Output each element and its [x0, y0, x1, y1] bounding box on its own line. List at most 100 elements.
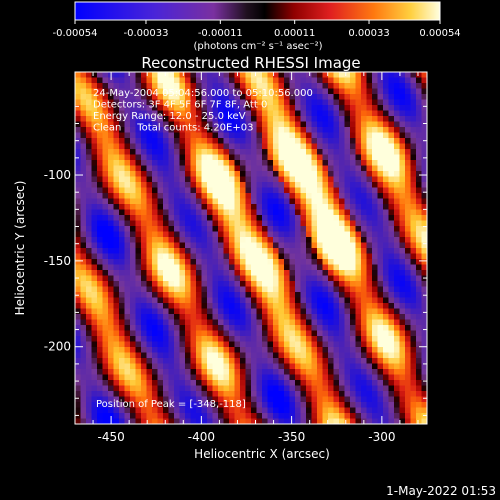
heatmap-cell: [383, 88, 390, 95]
heatmap-cell: [240, 138, 247, 145]
heatmap-cell: [130, 325, 137, 332]
heatmap-cell: [157, 407, 164, 414]
heatmap-cell: [207, 88, 214, 95]
heatmap-cell: [152, 176, 159, 183]
heatmap-cell: [388, 165, 395, 172]
heatmap-cell: [317, 325, 324, 332]
heatmap-cell: [157, 308, 164, 315]
heatmap-cell: [124, 77, 131, 84]
heatmap-cell: [416, 297, 423, 304]
heatmap-cell: [234, 402, 241, 409]
heatmap-cell: [410, 275, 417, 282]
heatmap-cell: [168, 176, 175, 183]
heatmap-cell: [339, 264, 346, 271]
heatmap-cell: [416, 402, 423, 409]
heatmap-cell: [97, 314, 104, 321]
heatmap-cell: [75, 253, 82, 260]
heatmap-cell: [251, 94, 258, 101]
heatmap-cell: [333, 259, 340, 266]
heatmap-cell: [262, 303, 269, 310]
heatmap-cell: [245, 110, 252, 117]
heatmap-cell: [421, 160, 427, 167]
heatmap-cell: [113, 154, 120, 161]
heatmap-cell: [152, 209, 159, 216]
heatmap-cell: [234, 143, 241, 150]
heatmap-cell: [179, 347, 186, 354]
heatmap-cell: [201, 94, 208, 101]
heatmap-cell: [399, 132, 406, 139]
heatmap-cell: [196, 94, 203, 101]
heatmap-cell: [75, 176, 82, 183]
heatmap-cell: [273, 281, 280, 288]
heatmap-cell: [273, 242, 280, 249]
heatmap-cell: [207, 341, 214, 348]
heatmap-cell: [361, 226, 368, 233]
heatmap-cell: [179, 88, 186, 95]
heatmap-cell: [190, 193, 197, 200]
heatmap-cell: [152, 385, 159, 392]
heatmap-cell: [410, 149, 417, 156]
heatmap-cell: [234, 281, 241, 288]
heatmap-cell: [350, 281, 357, 288]
heatmap-cell: [86, 363, 93, 370]
heatmap-cell: [350, 369, 357, 376]
heatmap-cell: [344, 204, 351, 211]
heatmap-cell: [251, 99, 258, 106]
heatmap-cell: [135, 220, 142, 227]
heatmap-cell: [141, 226, 148, 233]
heatmap-cell: [108, 303, 115, 310]
heatmap-cell: [339, 380, 346, 387]
heatmap-cell: [152, 154, 159, 161]
heatmap-cell: [185, 418, 192, 424]
heatmap-cell: [212, 292, 219, 299]
heatmap-cell: [394, 204, 401, 211]
heatmap-cell: [372, 281, 379, 288]
heatmap-cell: [317, 330, 324, 337]
heatmap-cell: [91, 83, 98, 90]
heatmap-cell: [284, 187, 291, 194]
heatmap-cell: [124, 72, 131, 79]
heatmap-cell: [113, 83, 120, 90]
heatmap-cell: [267, 402, 274, 409]
heatmap-cell: [113, 292, 120, 299]
heatmap-cell: [102, 347, 109, 354]
heatmap-cell: [388, 198, 395, 205]
heatmap-cell: [366, 303, 373, 310]
heatmap-cell: [410, 231, 417, 238]
heatmap-cell: [97, 72, 104, 79]
heatmap-cell: [328, 242, 335, 249]
heatmap-cell: [383, 226, 390, 233]
heatmap-cell: [328, 215, 335, 222]
heatmap-cell: [124, 385, 131, 392]
heatmap-cell: [322, 374, 329, 381]
heatmap-cell: [383, 336, 390, 343]
heatmap-cell: [135, 341, 142, 348]
heatmap-cell: [273, 259, 280, 266]
heatmap-cell: [355, 72, 362, 79]
heatmap-cell: [124, 143, 131, 150]
heatmap-cell: [86, 171, 93, 178]
heatmap-cell: [361, 259, 368, 266]
heatmap-cell: [421, 325, 427, 332]
heatmap-cell: [339, 105, 346, 112]
heatmap-cell: [355, 314, 362, 321]
heatmap-cell: [350, 264, 357, 271]
heatmap-cell: [174, 385, 181, 392]
heatmap-cell: [146, 88, 153, 95]
heatmap-cell: [223, 297, 230, 304]
heatmap-cell: [284, 83, 291, 90]
heatmap-cell: [410, 215, 417, 222]
heatmap-cell: [196, 215, 203, 222]
heatmap-cell: [333, 94, 340, 101]
heatmap-cell: [196, 330, 203, 337]
heatmap-cell: [322, 77, 329, 84]
heatmap-cell: [157, 363, 164, 370]
heatmap-cell: [355, 275, 362, 282]
heatmap-cell: [350, 314, 357, 321]
heatmap-cell: [157, 187, 164, 194]
heatmap-cell: [223, 160, 230, 167]
heatmap-cell: [339, 121, 346, 128]
heatmap-cell: [190, 407, 197, 414]
heatmap-cell: [366, 226, 373, 233]
heatmap-cell: [405, 204, 412, 211]
